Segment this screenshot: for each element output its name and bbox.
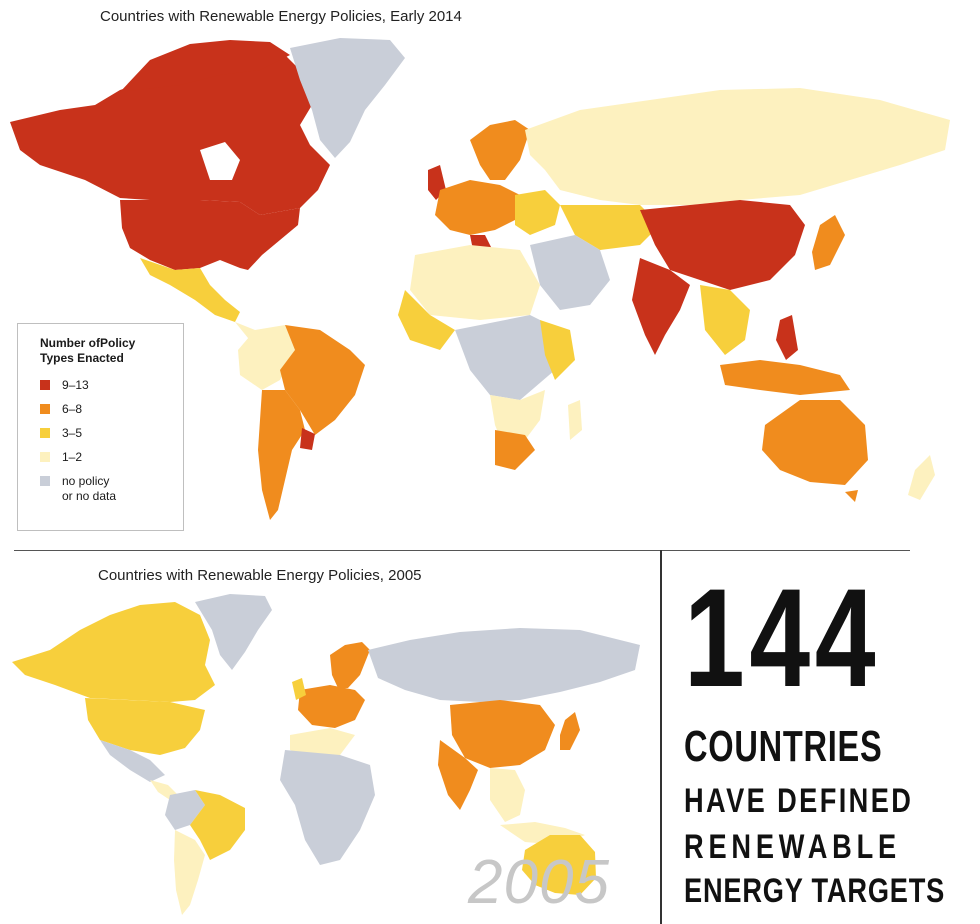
world-map-2014 <box>10 38 950 520</box>
region-south-america-north <box>165 790 205 830</box>
legend-list: 9–13 6–8 3–5 1–2 no policy or no data <box>40 378 183 510</box>
region-canada <box>10 50 330 215</box>
region-russia <box>368 628 640 702</box>
region-australia <box>522 835 596 895</box>
legend-label-line2: or no data <box>62 489 117 503</box>
region-uk <box>292 678 306 700</box>
region-brazil <box>280 325 365 435</box>
region-japan <box>812 215 845 270</box>
region-canada <box>12 602 215 702</box>
region-china <box>640 200 805 290</box>
region-india <box>632 258 690 355</box>
region-philippines <box>776 315 798 360</box>
region-south-africa <box>495 430 535 470</box>
region-tasmania <box>845 490 858 502</box>
region-arctic-islands <box>120 40 290 92</box>
world-map-2005 <box>12 594 640 915</box>
legend-item-6-8: 6–8 <box>40 402 183 426</box>
region-argentina <box>174 830 205 915</box>
region-west-africa <box>398 290 455 350</box>
region-se-asia <box>700 285 750 355</box>
region-hudson-bay <box>200 142 240 180</box>
map-legend: Number ofPolicy Types Enacted 9–13 6–8 3… <box>17 323 184 531</box>
region-central-asia <box>560 205 660 250</box>
region-uruguay <box>300 428 315 450</box>
region-western-europe <box>298 685 365 728</box>
legend-swatch <box>40 476 50 486</box>
stat-line-have-defined: HAVE DEFINED <box>684 782 914 820</box>
legend-title: Number ofPolicy Types Enacted <box>40 336 136 365</box>
region-middle-east <box>530 235 610 310</box>
region-africa <box>280 750 375 865</box>
legend-swatch <box>40 380 50 390</box>
region-north-africa <box>290 728 355 758</box>
region-japan <box>560 712 580 750</box>
stat-line-energy-targets: ENERGY TARGETS <box>684 872 946 910</box>
stat-line-countries: COUNTRIES <box>684 722 883 771</box>
region-mexico <box>140 258 240 322</box>
region-new-zealand <box>908 455 935 500</box>
region-se-asia <box>490 768 525 822</box>
region-scandinavia <box>330 642 370 688</box>
stat-line-renewable: RENEWABLE <box>684 828 901 866</box>
region-mexico <box>100 740 165 782</box>
legend-item-1-2: 1–2 <box>40 450 183 474</box>
map-title-2014: Countries with Renewable Energy Policies… <box>100 8 462 25</box>
region-greenland <box>290 38 405 158</box>
region-western-europe <box>435 180 520 235</box>
region-scandinavia <box>470 120 530 180</box>
legend-label: 9–13 <box>62 378 89 392</box>
region-argentina <box>258 390 305 520</box>
region-russia <box>525 88 950 205</box>
stat-number: 144 <box>684 559 881 716</box>
legend-label: 3–5 <box>62 426 83 440</box>
legend-swatch <box>40 428 50 438</box>
region-north-africa <box>410 245 540 320</box>
year-watermark: 2005 <box>468 848 610 917</box>
region-india <box>438 740 478 810</box>
region-central-africa <box>455 315 560 400</box>
region-greenland <box>195 594 272 670</box>
horizontal-divider <box>14 550 910 551</box>
legend-item-3-5: 3–5 <box>40 426 183 450</box>
legend-label: no policy or no data <box>62 474 116 504</box>
legend-swatch <box>40 404 50 414</box>
region-eastern-europe <box>515 190 560 235</box>
legend-item-no-policy: no policy or no data <box>40 474 183 510</box>
region-brazil <box>190 790 245 860</box>
legend-label: 6–8 <box>62 402 83 416</box>
legend-item-9-13: 9–13 <box>40 378 183 402</box>
legend-label-line1: no policy <box>62 474 110 488</box>
region-usa <box>120 200 300 270</box>
region-indonesia <box>720 360 850 395</box>
region-east-africa <box>540 320 575 380</box>
region-china <box>450 700 555 768</box>
region-colombia-peru <box>238 325 295 390</box>
region-usa <box>85 698 205 755</box>
region-australia <box>762 400 868 485</box>
region-madagascar <box>568 400 582 440</box>
vertical-divider <box>660 550 662 924</box>
map-title-2005: Countries with Renewable Energy Policies… <box>98 567 422 584</box>
legend-swatch <box>40 452 50 462</box>
legend-label: 1–2 <box>62 450 83 464</box>
